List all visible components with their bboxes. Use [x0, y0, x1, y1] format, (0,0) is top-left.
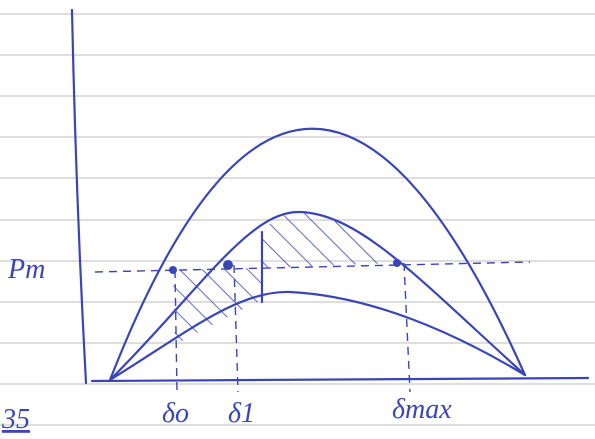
delta-max-label: δmax: [392, 394, 452, 425]
delta-0-label: δo: [162, 398, 189, 429]
sketch: Pm δo δ1 δmax 35: [0, 0, 595, 439]
axes: [72, 10, 588, 383]
delta-1-label: δ1: [228, 398, 255, 429]
page-number: 35: [1, 404, 30, 435]
power-label: Pm: [7, 254, 45, 285]
hatched-areas: [173, 212, 397, 345]
